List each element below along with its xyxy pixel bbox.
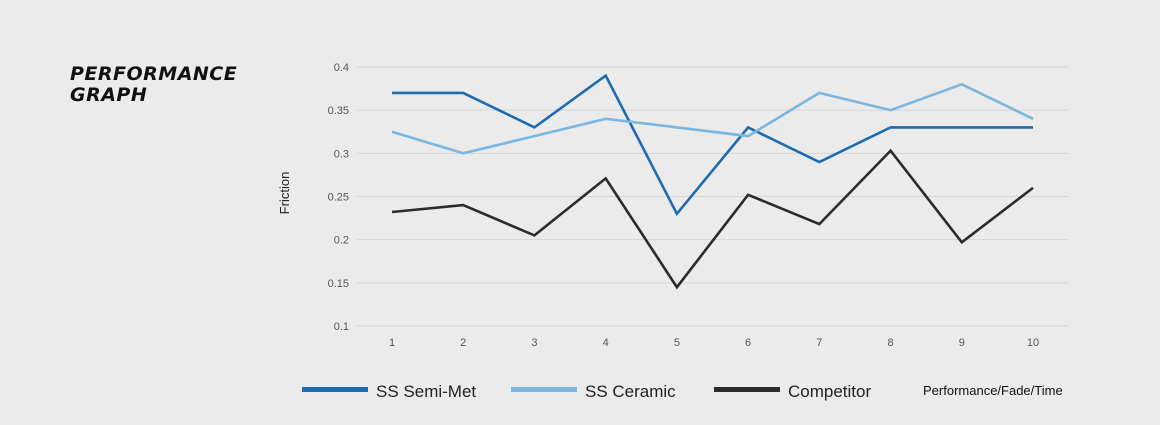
x-tick-label: 2 [460,337,466,349]
grid-lines [357,66,1068,327]
y-tick-label: 0.2 [334,235,349,247]
x-tick-label: 10 [1027,337,1039,349]
legend-label: Competitor [788,382,871,401]
x-tick-label: 1 [389,337,395,349]
legend-swatch [714,387,780,392]
x-tick-label: 4 [603,337,609,349]
legend-label: SS Semi-Met [376,382,476,401]
y-tick-label: 0.35 [328,105,349,117]
x-tick-label: 8 [887,337,893,349]
x-tick-label: 7 [816,337,822,349]
series-line-ss-ceramic [391,82,1034,155]
x-tick-label: 5 [674,337,680,349]
series-lines [391,73,1034,290]
x-axis-label: Performance/Fade/Time [923,383,1063,398]
x-tick-label: 9 [959,337,965,349]
x-tick-label: 3 [531,337,537,349]
y-axis-ticks: 0.1 0.15 0.2 0.25 0.3 0.35 0.4 [328,62,349,333]
y-tick-label: 0.1 [334,321,349,333]
x-axis-ticks: 1 2 3 4 5 6 7 8 9 10 [389,337,1039,349]
x-tick-label: 6 [745,337,751,349]
y-tick-label: 0.4 [334,62,349,74]
legend-swatch [302,387,368,392]
series-line-competitor [391,148,1034,290]
legend: SS Semi-Met SS Ceramic Competitor [302,382,871,401]
y-tick-label: 0.25 [328,192,349,204]
y-axis-label: Friction [277,172,292,215]
legend-label: SS Ceramic [585,382,676,401]
y-tick-label: 0.3 [334,148,349,160]
page-title: PERFORMANCE GRAPH [70,64,237,106]
page-title-line-1: PERFORMANCE [70,63,238,85]
legend-swatch [511,387,577,392]
series-line-ss-semi-met [392,73,1033,217]
y-tick-label: 0.15 [328,278,349,290]
page-title-line-2: GRAPH [70,84,148,106]
